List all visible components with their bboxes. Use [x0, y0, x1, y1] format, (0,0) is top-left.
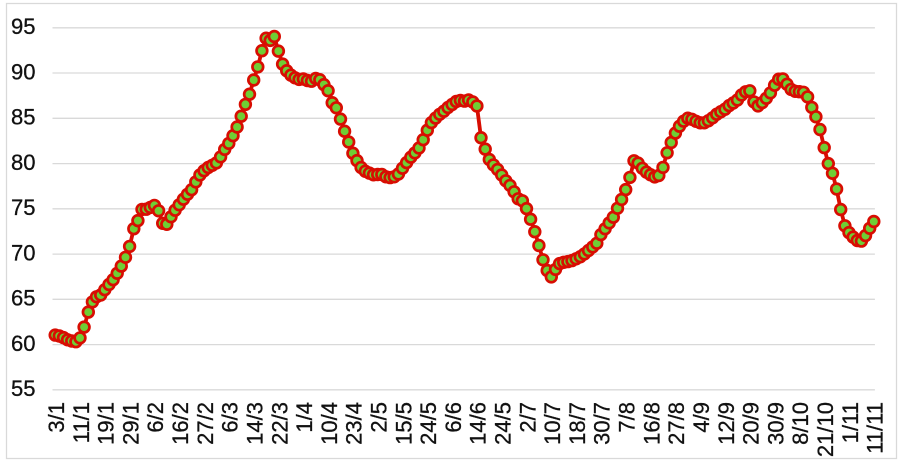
svg-text:1/4: 1/4 [292, 402, 317, 433]
svg-text:1/11: 1/11 [838, 402, 863, 443]
svg-text:21/10: 21/10 [813, 402, 838, 457]
svg-text:6/2: 6/2 [143, 402, 168, 433]
svg-text:24/5: 24/5 [416, 402, 441, 445]
svg-text:11/11: 11/11 [863, 402, 888, 454]
svg-text:90: 90 [11, 60, 35, 85]
svg-text:12/9: 12/9 [714, 402, 739, 445]
svg-text:85: 85 [11, 105, 35, 130]
svg-text:27/2: 27/2 [193, 402, 218, 445]
svg-text:55: 55 [11, 376, 35, 401]
svg-text:15/5: 15/5 [391, 402, 416, 445]
svg-text:23/4: 23/4 [342, 402, 367, 445]
svg-text:30/7: 30/7 [590, 402, 615, 445]
svg-text:70: 70 [11, 241, 35, 266]
svg-text:14/6: 14/6 [466, 402, 491, 445]
svg-text:60: 60 [11, 331, 35, 356]
svg-text:27/8: 27/8 [664, 402, 689, 445]
svg-text:8/10: 8/10 [788, 402, 813, 445]
svg-text:24/5: 24/5 [491, 402, 516, 445]
svg-text:10/4: 10/4 [317, 402, 342, 445]
svg-text:14/3: 14/3 [242, 402, 267, 445]
svg-text:65: 65 [11, 286, 35, 311]
svg-text:19/1: 19/1 [94, 402, 119, 445]
svg-text:2/5: 2/5 [367, 402, 392, 433]
svg-text:2/7: 2/7 [515, 402, 540, 433]
svg-text:6/3: 6/3 [218, 402, 243, 433]
svg-text:20/9: 20/9 [739, 402, 764, 445]
svg-text:3/1: 3/1 [44, 402, 69, 433]
svg-text:18/7: 18/7 [565, 402, 590, 445]
svg-text:80: 80 [11, 150, 35, 175]
svg-text:95: 95 [11, 14, 35, 39]
svg-text:16/8: 16/8 [639, 402, 664, 445]
svg-text:11/1: 11/1 [69, 402, 94, 443]
svg-text:7/8: 7/8 [615, 402, 640, 433]
svg-text:10/7: 10/7 [540, 402, 565, 445]
svg-text:30/9: 30/9 [763, 402, 788, 445]
svg-text:4/9: 4/9 [689, 402, 714, 433]
svg-text:75: 75 [11, 195, 35, 220]
svg-text:16/2: 16/2 [168, 402, 193, 445]
svg-text:29/1: 29/1 [118, 402, 143, 445]
svg-text:6/6: 6/6 [441, 402, 466, 433]
svg-text:22/3: 22/3 [267, 402, 292, 445]
